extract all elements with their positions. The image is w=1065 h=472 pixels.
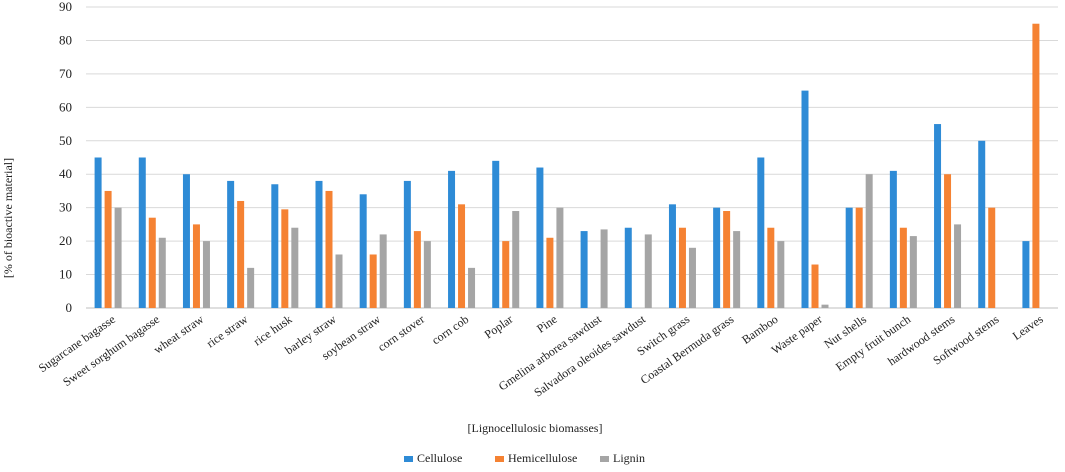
bar-cellulose [845, 207, 853, 308]
x-tick-label: Pine [534, 312, 560, 336]
bar-lignin [644, 234, 652, 308]
bar-hemicellulose [678, 227, 686, 308]
bar-hemicellulose [767, 227, 775, 308]
y-tick-label: 50 [59, 133, 72, 148]
bar-cellulose [94, 157, 102, 308]
bar-hemicellulose [148, 217, 156, 308]
y-tick-label: 70 [59, 66, 72, 81]
bar-lignin [512, 211, 520, 308]
x-tick-label: Leaves [1010, 312, 1046, 343]
bar-cellulose [801, 90, 809, 308]
bar-hemicellulose [104, 190, 112, 308]
legend-label-cellulose: Cellulose [417, 451, 462, 465]
bar-hemicellulose [855, 207, 863, 308]
bar-lignin [821, 304, 829, 308]
bar-hemicellulose [413, 231, 421, 308]
bar-lignin [865, 174, 873, 308]
bar-lignin [468, 267, 476, 308]
y-tick-label: 60 [59, 99, 72, 114]
bar-cellulose [580, 231, 588, 308]
bar-lignin [556, 207, 564, 308]
y-tick-label: 40 [59, 166, 72, 181]
bar-cellulose [978, 140, 986, 308]
bar-cellulose [492, 160, 500, 308]
bar-hemicellulose [325, 190, 333, 308]
y-tick-label: 90 [59, 0, 72, 14]
bar-lignin [379, 234, 387, 308]
y-tick-label: 0 [66, 300, 73, 315]
bar-hemicellulose [988, 207, 996, 308]
y-tick-label: 30 [59, 200, 72, 215]
bar-cellulose [227, 180, 235, 308]
x-tick-label: corn cob [429, 312, 471, 347]
bar-lignin [733, 231, 741, 308]
bar-cellulose [315, 180, 323, 308]
bar-cellulose [138, 157, 146, 308]
bar-lignin [600, 229, 608, 308]
bar-cellulose [757, 157, 765, 308]
x-tick-label: Empty fruit bunch [833, 312, 913, 374]
bar-lignin [423, 241, 431, 308]
x-axis-title: [Lignocellulosic biomasses] [468, 421, 603, 435]
x-tick-label: wheat straw [151, 312, 207, 357]
x-tick-label: rice straw [204, 312, 251, 351]
bar-cellulose [359, 194, 367, 308]
bar-hemicellulose [281, 209, 289, 308]
bar-hemicellulose [546, 237, 554, 308]
bar-cellulose [624, 227, 632, 308]
legend-swatch-hemicellulose [495, 456, 504, 462]
bar-cellulose [1022, 241, 1030, 308]
y-axis-ticks: 0 10 20 30 40 50 60 70 80 90 [59, 0, 72, 315]
legend-swatch-cellulose [404, 456, 413, 462]
bar-hemicellulose [458, 204, 466, 308]
bar-cellulose [713, 207, 721, 308]
bar-lignin [291, 227, 299, 308]
y-tick-label: 80 [59, 32, 72, 47]
bar-lignin [202, 241, 210, 308]
bar-lignin [114, 207, 122, 308]
bar-hemicellulose [1032, 23, 1040, 308]
bar-hemicellulose [192, 224, 200, 308]
legend-label-lignin: Lignin [613, 451, 645, 465]
bar-cellulose [448, 170, 456, 308]
bar-hemicellulose [369, 254, 377, 308]
bar-hemicellulose [723, 211, 731, 308]
bar-lignin [335, 254, 343, 308]
y-tick-label: 10 [59, 267, 72, 282]
y-tick-label: 20 [59, 233, 72, 248]
bars [94, 23, 1040, 308]
bar-cellulose [934, 124, 942, 308]
legend-swatch-lignin [600, 456, 609, 462]
bar-cellulose [403, 180, 411, 308]
bar-cellulose [536, 167, 544, 308]
x-tick-label: corn stover [375, 312, 427, 354]
bar-hemicellulose [944, 174, 952, 308]
legend-label-hemicellulose: Hemicellulose [508, 451, 577, 465]
bar-lignin [158, 237, 166, 308]
bar-cellulose [889, 170, 897, 308]
x-tick-label: Poplar [482, 312, 516, 341]
bar-lignin [777, 241, 785, 308]
bar-lignin [909, 236, 917, 308]
bar-hemicellulose [237, 200, 245, 308]
bar-hemicellulose [899, 227, 907, 308]
legend: Cellulose Hemicellulose Lignin [404, 451, 645, 465]
bar-cellulose [668, 204, 676, 308]
bar-cellulose [271, 184, 279, 308]
bar-lignin [688, 247, 696, 308]
y-axis-title: [% of bioactive material] [1, 158, 15, 278]
bar-cellulose [182, 174, 190, 308]
bar-lignin [247, 267, 255, 308]
bar-hemicellulose [502, 241, 510, 308]
bar-lignin [954, 224, 962, 308]
bar-hemicellulose [811, 264, 819, 308]
